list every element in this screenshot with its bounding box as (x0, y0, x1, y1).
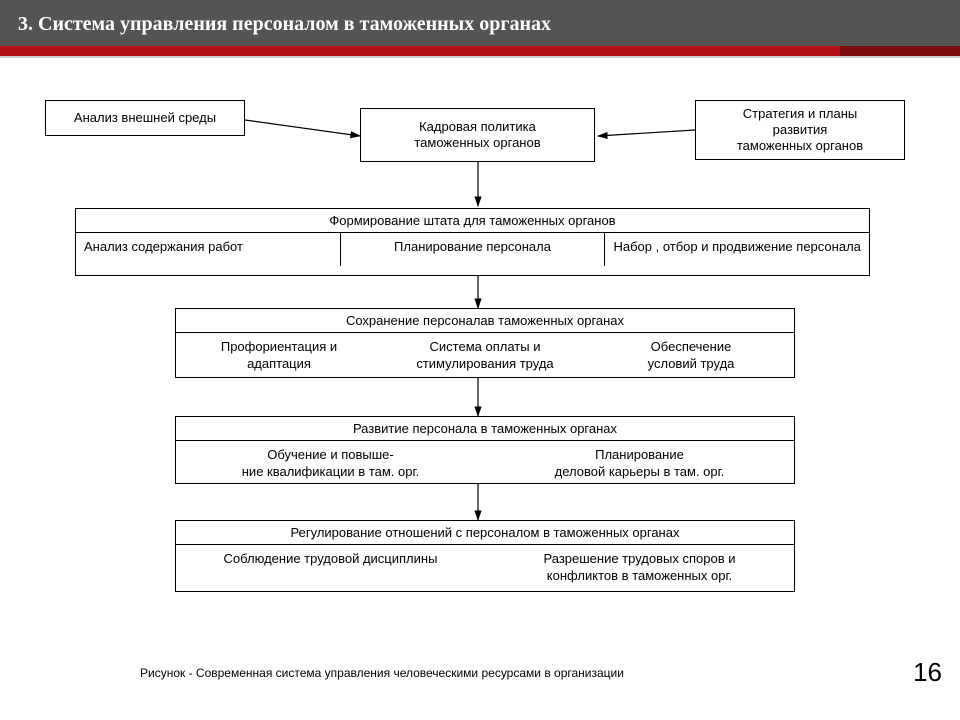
cell-recruitment: Набор , отбор и продвижение персонала (605, 233, 869, 266)
group-development: Развитие персонала в таможенных органах … (175, 416, 795, 484)
cell-disputes: Разрешение трудовых споров иконфликтов в… (485, 545, 794, 595)
slide: 3. Система управления персоналом в тамож… (0, 0, 960, 720)
group-header: Сохранение персоналав таможенных органах (176, 309, 794, 333)
cell-conditions: Обеспечениеусловий труда (588, 333, 794, 383)
cell-planning: Планирование персонала (341, 233, 606, 266)
group-header: Формирование штата для таможенных органо… (76, 209, 869, 232)
node-external-analysis: Анализ внешней среды (45, 100, 245, 136)
group-staff-formation: Формирование штата для таможенных органо… (75, 208, 870, 276)
diagram-area: Анализ внешней среды Кадровая политиката… (0, 58, 960, 698)
page-number: 16 (913, 657, 942, 688)
figure-caption: Рисунок - Современная система управления… (140, 666, 624, 680)
group-relations: Регулирование отношений с персоналом в т… (175, 520, 795, 592)
accent-bar (0, 46, 960, 56)
group-retention: Сохранение персоналав таможенных органах… (175, 308, 795, 378)
group-body: Анализ содержания работ Планирование пер… (76, 232, 869, 266)
node-label: Стратегия и планыразвитиятаможенных орга… (737, 106, 863, 155)
node-strategy-plans: Стратегия и планыразвитиятаможенных орга… (695, 100, 905, 160)
cell-compensation: Система оплаты истимулирования труда (382, 333, 588, 383)
group-body: Профориентация иадаптация Система оплаты… (176, 333, 794, 383)
cell-orientation: Профориентация иадаптация (176, 333, 382, 383)
node-hr-policy: Кадровая политикатаможенных органов (360, 108, 595, 162)
node-label: Анализ внешней среды (74, 110, 216, 126)
slide-title: 3. Система управления персоналом в тамож… (0, 0, 960, 46)
group-body: Соблюдение трудовой дисциплины Разрешени… (176, 545, 794, 595)
node-label: Кадровая политикатаможенных органов (414, 119, 540, 152)
cell-training: Обучение и повыше-ние квалификации в там… (176, 441, 485, 491)
group-header: Развитие персонала в таможенных органах (176, 417, 794, 441)
cell-career-planning: Планированиеделовой карьеры в там. орг. (485, 441, 794, 491)
cell-discipline: Соблюдение трудовой дисциплины (176, 545, 485, 595)
group-header: Регулирование отношений с персоналом в т… (176, 521, 794, 545)
cell-job-analysis: Анализ содержания работ (76, 233, 341, 266)
group-body: Обучение и повыше-ние квалификации в там… (176, 441, 794, 491)
